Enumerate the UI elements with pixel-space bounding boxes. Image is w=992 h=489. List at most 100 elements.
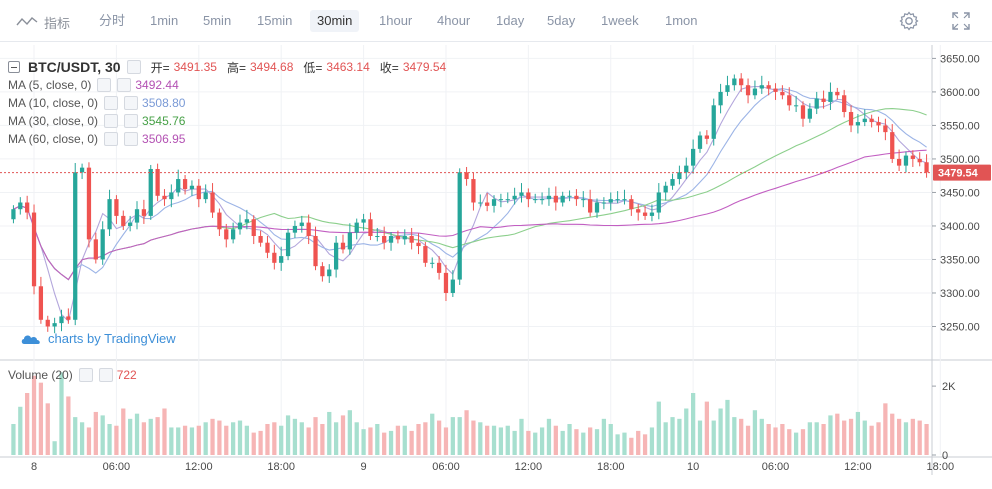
ma5-visibility-icon[interactable]: [97, 78, 112, 92]
volume-bar: [388, 430, 394, 455]
ma30-value: 3545.76: [142, 114, 186, 128]
tab-timeframe-8[interactable]: 5day: [547, 13, 576, 28]
candle-body: [265, 242, 270, 253]
candle-body: [237, 222, 243, 230]
volume-bar: [883, 403, 888, 455]
volume-value: 722: [116, 368, 137, 382]
open-label: 开=: [150, 60, 170, 75]
volume-bar: [855, 411, 861, 455]
candle-body: [663, 185, 668, 193]
candle-body: [45, 319, 50, 327]
volume-bar: [567, 424, 572, 455]
tab-timeframe-6[interactable]: 4hour: [437, 13, 471, 28]
volume-bar: [402, 425, 407, 455]
candle-body: [52, 323, 57, 327]
volume-bar: [292, 418, 298, 455]
collapse-icon[interactable]: [8, 61, 20, 73]
ma60-visibility-icon[interactable]: [104, 132, 119, 146]
x-tick-label: 12:00: [185, 461, 213, 473]
candle-body: [800, 105, 806, 119]
chart-grid: [0, 45, 992, 475]
indicators-button[interactable]: 指标: [16, 12, 70, 32]
candle-body: [629, 199, 634, 210]
candle-body: [622, 199, 627, 201]
volume-bar: [279, 425, 284, 455]
y-tick-label: 3550.00: [940, 120, 980, 132]
tab-timeframe-0[interactable]: 分时: [99, 13, 126, 28]
ma30-visibility-icon[interactable]: [104, 114, 119, 128]
candle-body: [725, 85, 730, 92]
candlestick-chart[interactable]: 3650.00 3600.00 3550.00 3500.00 3450.00 3400.…: [0, 43, 992, 489]
tab-timeframe-3[interactable]: 15min: [257, 13, 293, 28]
vol-tick-label: 2K: [942, 381, 956, 393]
candle-body: [79, 167, 85, 173]
close-value: 3479.54: [402, 60, 447, 74]
volume-bar: [711, 420, 716, 455]
candle-body: [430, 262, 435, 264]
settings-gear-icon[interactable]: [898, 10, 920, 32]
tab-timeframe-4[interactable]: 30min: [310, 10, 360, 32]
candle-body: [162, 195, 167, 200]
volume-bar: [416, 424, 421, 455]
volume-bar: [203, 422, 208, 455]
tab-timeframe-5[interactable]: 1hour: [379, 13, 413, 28]
tradingview-watermark[interactable]: charts by TradingView: [20, 331, 176, 346]
candle-body: [752, 88, 758, 96]
volume-bar: [155, 417, 160, 455]
volume-bar: [526, 430, 531, 455]
ma5-value: 3492.44: [135, 78, 179, 92]
volume-bar: [759, 418, 764, 455]
last-price-label: 3479.54: [938, 168, 979, 180]
candle-body: [581, 199, 586, 201]
vol-tick-label: 0: [942, 450, 948, 462]
tab-timeframe-9[interactable]: 1week: [601, 13, 639, 28]
ma5-settings-icon[interactable]: [117, 78, 132, 92]
volume-bar: [553, 425, 558, 455]
ma30-settings-icon[interactable]: [124, 114, 139, 128]
tab-timeframe-2[interactable]: 5min: [203, 13, 232, 28]
volume-bar: [519, 418, 524, 455]
volume-bar: [114, 425, 119, 455]
chart-area[interactable]: 3650.00 3600.00 3550.00 3500.00 3450.00 3400.…: [0, 43, 992, 489]
volume-bar: [485, 425, 490, 455]
volume-bar: [512, 430, 517, 455]
candle-body: [340, 242, 346, 250]
tab-timeframe-7[interactable]: 1day: [496, 13, 525, 28]
volume-bar: [869, 425, 874, 455]
candle-body: [560, 195, 565, 203]
fullscreen-icon[interactable]: [950, 10, 972, 32]
candle-body: [512, 195, 517, 200]
candle-body: [745, 85, 751, 96]
candle-body: [395, 236, 401, 240]
candle-body: [251, 219, 256, 237]
candle-body: [567, 195, 572, 197]
candle-body: [519, 192, 524, 196]
last-price-tag: [933, 164, 991, 181]
ma60-line: [13, 149, 927, 281]
candle-body: [306, 222, 311, 237]
tab-timeframe-10[interactable]: 1mon: [665, 13, 698, 28]
symbol-settings-icon[interactable]: [126, 60, 141, 74]
candle-body: [608, 199, 613, 203]
volume-visibility-icon[interactable]: [78, 368, 93, 382]
ma5-label: MA (5, close, 0): [8, 78, 92, 92]
candle-body: [485, 202, 490, 206]
volume-bar: [574, 429, 579, 455]
candle-body: [285, 232, 291, 257]
ma60-settings-icon[interactable]: [124, 132, 139, 146]
candle-body: [210, 192, 215, 213]
candle-body: [498, 199, 504, 201]
y-tick-label: 3500.00: [940, 154, 980, 166]
tab-timeframe-1[interactable]: 1min: [150, 13, 179, 28]
volume-bar: [642, 434, 648, 455]
volume-settings-icon[interactable]: [98, 368, 113, 382]
volume-bar: [210, 418, 215, 455]
volume-bar: [313, 417, 318, 455]
volume-bar: [395, 425, 401, 455]
ma10-settings-icon[interactable]: [124, 96, 139, 110]
y-tick-label: 3250.00: [940, 321, 980, 333]
volume-bar: [594, 429, 600, 455]
ma10-visibility-icon[interactable]: [104, 96, 119, 110]
volume-bar: [327, 411, 332, 455]
volume-bar: [66, 396, 71, 455]
